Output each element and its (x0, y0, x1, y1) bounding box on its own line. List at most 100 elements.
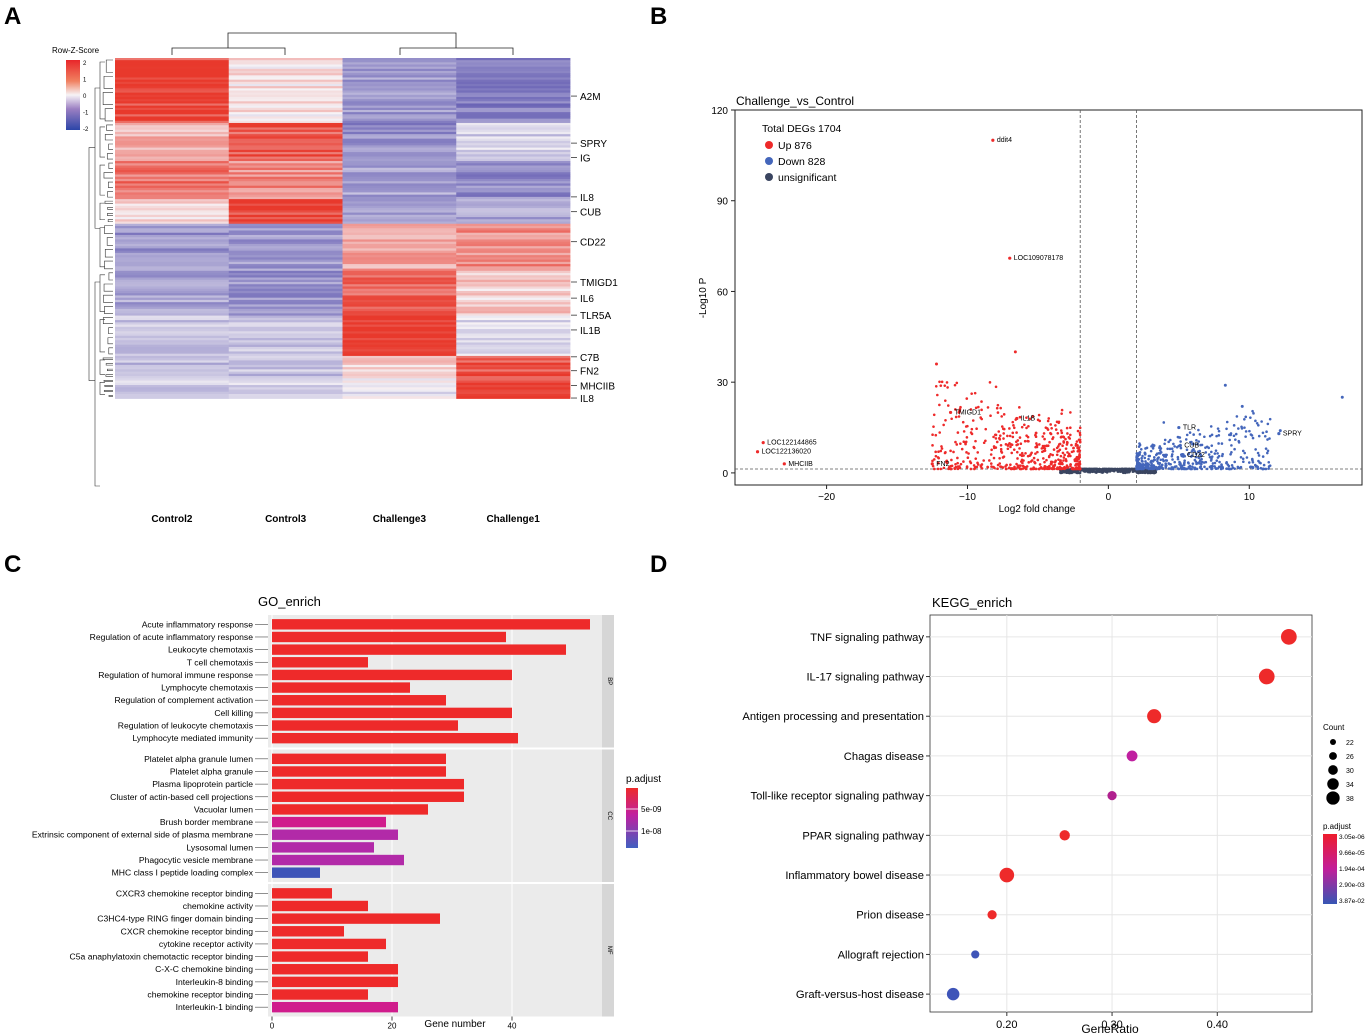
heatmap-cell (456, 79, 571, 83)
volcano-point (976, 451, 980, 454)
go-bar (272, 1001, 398, 1013)
volcano-point (936, 467, 940, 471)
volcano-legend-up: Up 876 (778, 140, 812, 152)
heatmap-cell (228, 122, 343, 126)
dendrogram-branch (107, 213, 113, 216)
volcano-point (1008, 427, 1011, 430)
dendrogram-branch (104, 385, 113, 387)
heatmap-cell (115, 266, 230, 269)
volcano-point (1267, 467, 1270, 470)
volcano-point (1011, 431, 1015, 435)
heatmap-cell (342, 185, 457, 189)
volcano-point (1074, 467, 1077, 470)
heatmap-cell (456, 389, 571, 393)
heatmap-cell (228, 96, 343, 100)
heatmap-cell (456, 212, 571, 216)
volcano-point (1159, 458, 1163, 462)
volcano-point (1000, 415, 1003, 418)
heatmap-cell (342, 270, 457, 274)
volcano-point (1154, 465, 1158, 469)
dendrogram-branch (107, 219, 113, 223)
heatmap-cell (342, 288, 457, 292)
volcano-point (1078, 433, 1082, 437)
heatmap-cell (342, 275, 457, 278)
heatmap-cell (456, 297, 571, 301)
heatmap-cell (342, 282, 457, 285)
heatmap-cell (228, 190, 343, 193)
heatmap-cell (456, 187, 571, 191)
heatmap-cell (456, 273, 571, 276)
volcano-point (1198, 462, 1201, 465)
volcano-point (1147, 463, 1150, 466)
heatmap-cell (342, 331, 457, 334)
volcano-point (1060, 431, 1064, 435)
kegg-color-legend-label: 3.87e-02 (1339, 898, 1365, 905)
volcano-point (1060, 412, 1063, 415)
kegg-term-label: Allograft rejection (838, 949, 924, 961)
volcano-point (1210, 457, 1213, 461)
heatmap-cell (115, 286, 230, 290)
volcano-point (1018, 467, 1022, 471)
heatmap-cell (115, 234, 230, 238)
heatmap-cells (115, 58, 571, 399)
heatmap-color-key-tick-label: 2 (83, 61, 87, 67)
heatmap-cell (342, 369, 457, 372)
heatmap-cell (456, 208, 571, 211)
volcano-point (1036, 450, 1039, 454)
volcano-point (932, 458, 936, 461)
heatmap-cell (228, 131, 343, 135)
heatmap-cell (115, 217, 230, 220)
volcano-point (1211, 462, 1215, 465)
volcano-point (931, 433, 934, 436)
heatmap-cell (115, 90, 230, 94)
volcano-point (1141, 454, 1144, 458)
go-term-label: Regulation of complement activation (114, 695, 253, 705)
heatmap-cell (228, 304, 343, 308)
heatmap-cell (456, 105, 571, 109)
volcano-point (1051, 465, 1055, 469)
heatmap-cell (342, 297, 457, 301)
heatmap-cell (342, 134, 457, 137)
volcano-point (1060, 471, 1064, 474)
heatmap-cell (342, 81, 457, 85)
heatmap-cell (228, 68, 343, 72)
volcano-point (1078, 455, 1081, 459)
kegg-dot (987, 910, 997, 920)
heatmap-cell (456, 129, 571, 133)
volcano-point (1038, 463, 1042, 466)
heatmap-cell (115, 346, 230, 350)
heatmap-cell (456, 92, 571, 96)
dendrogram-branch (99, 227, 105, 268)
volcano-y-tick-label: 90 (717, 197, 729, 208)
heatmap-cell (228, 77, 343, 81)
column-label: Control2 (151, 514, 193, 525)
volcano-point (1172, 442, 1175, 446)
volcano-point (1145, 466, 1149, 470)
heatmap-cell (115, 147, 230, 151)
heatmap-cell (342, 94, 457, 98)
volcano-y-tick-label: 0 (722, 469, 728, 480)
volcano-labeled-point (1015, 416, 1019, 421)
volcano-point (1075, 459, 1078, 463)
go-term-label: Brush border membrane (160, 817, 253, 827)
heatmap-cell (228, 64, 343, 68)
heatmap-cell (115, 187, 230, 191)
heatmap-cell (342, 299, 457, 303)
heatmap-cell (228, 149, 343, 153)
volcano-legend-down: Down 828 (778, 156, 825, 168)
heatmap-cell (456, 194, 571, 198)
gene-label: IL8 (580, 394, 594, 405)
volcano-point (1167, 440, 1171, 444)
heatmap-cell (456, 367, 571, 370)
volcano-point (1018, 436, 1022, 439)
heatmap-cell (342, 351, 457, 355)
heatmap-cell (115, 149, 230, 153)
heatmap-cell (456, 293, 571, 296)
heatmap-cell (342, 109, 457, 113)
volcano-point (932, 467, 936, 471)
volcano-point (1040, 447, 1044, 450)
volcano-point (1160, 465, 1163, 468)
heatmap-cell (456, 165, 571, 169)
heatmap-cell (115, 358, 230, 361)
volcano-point (1264, 467, 1268, 471)
